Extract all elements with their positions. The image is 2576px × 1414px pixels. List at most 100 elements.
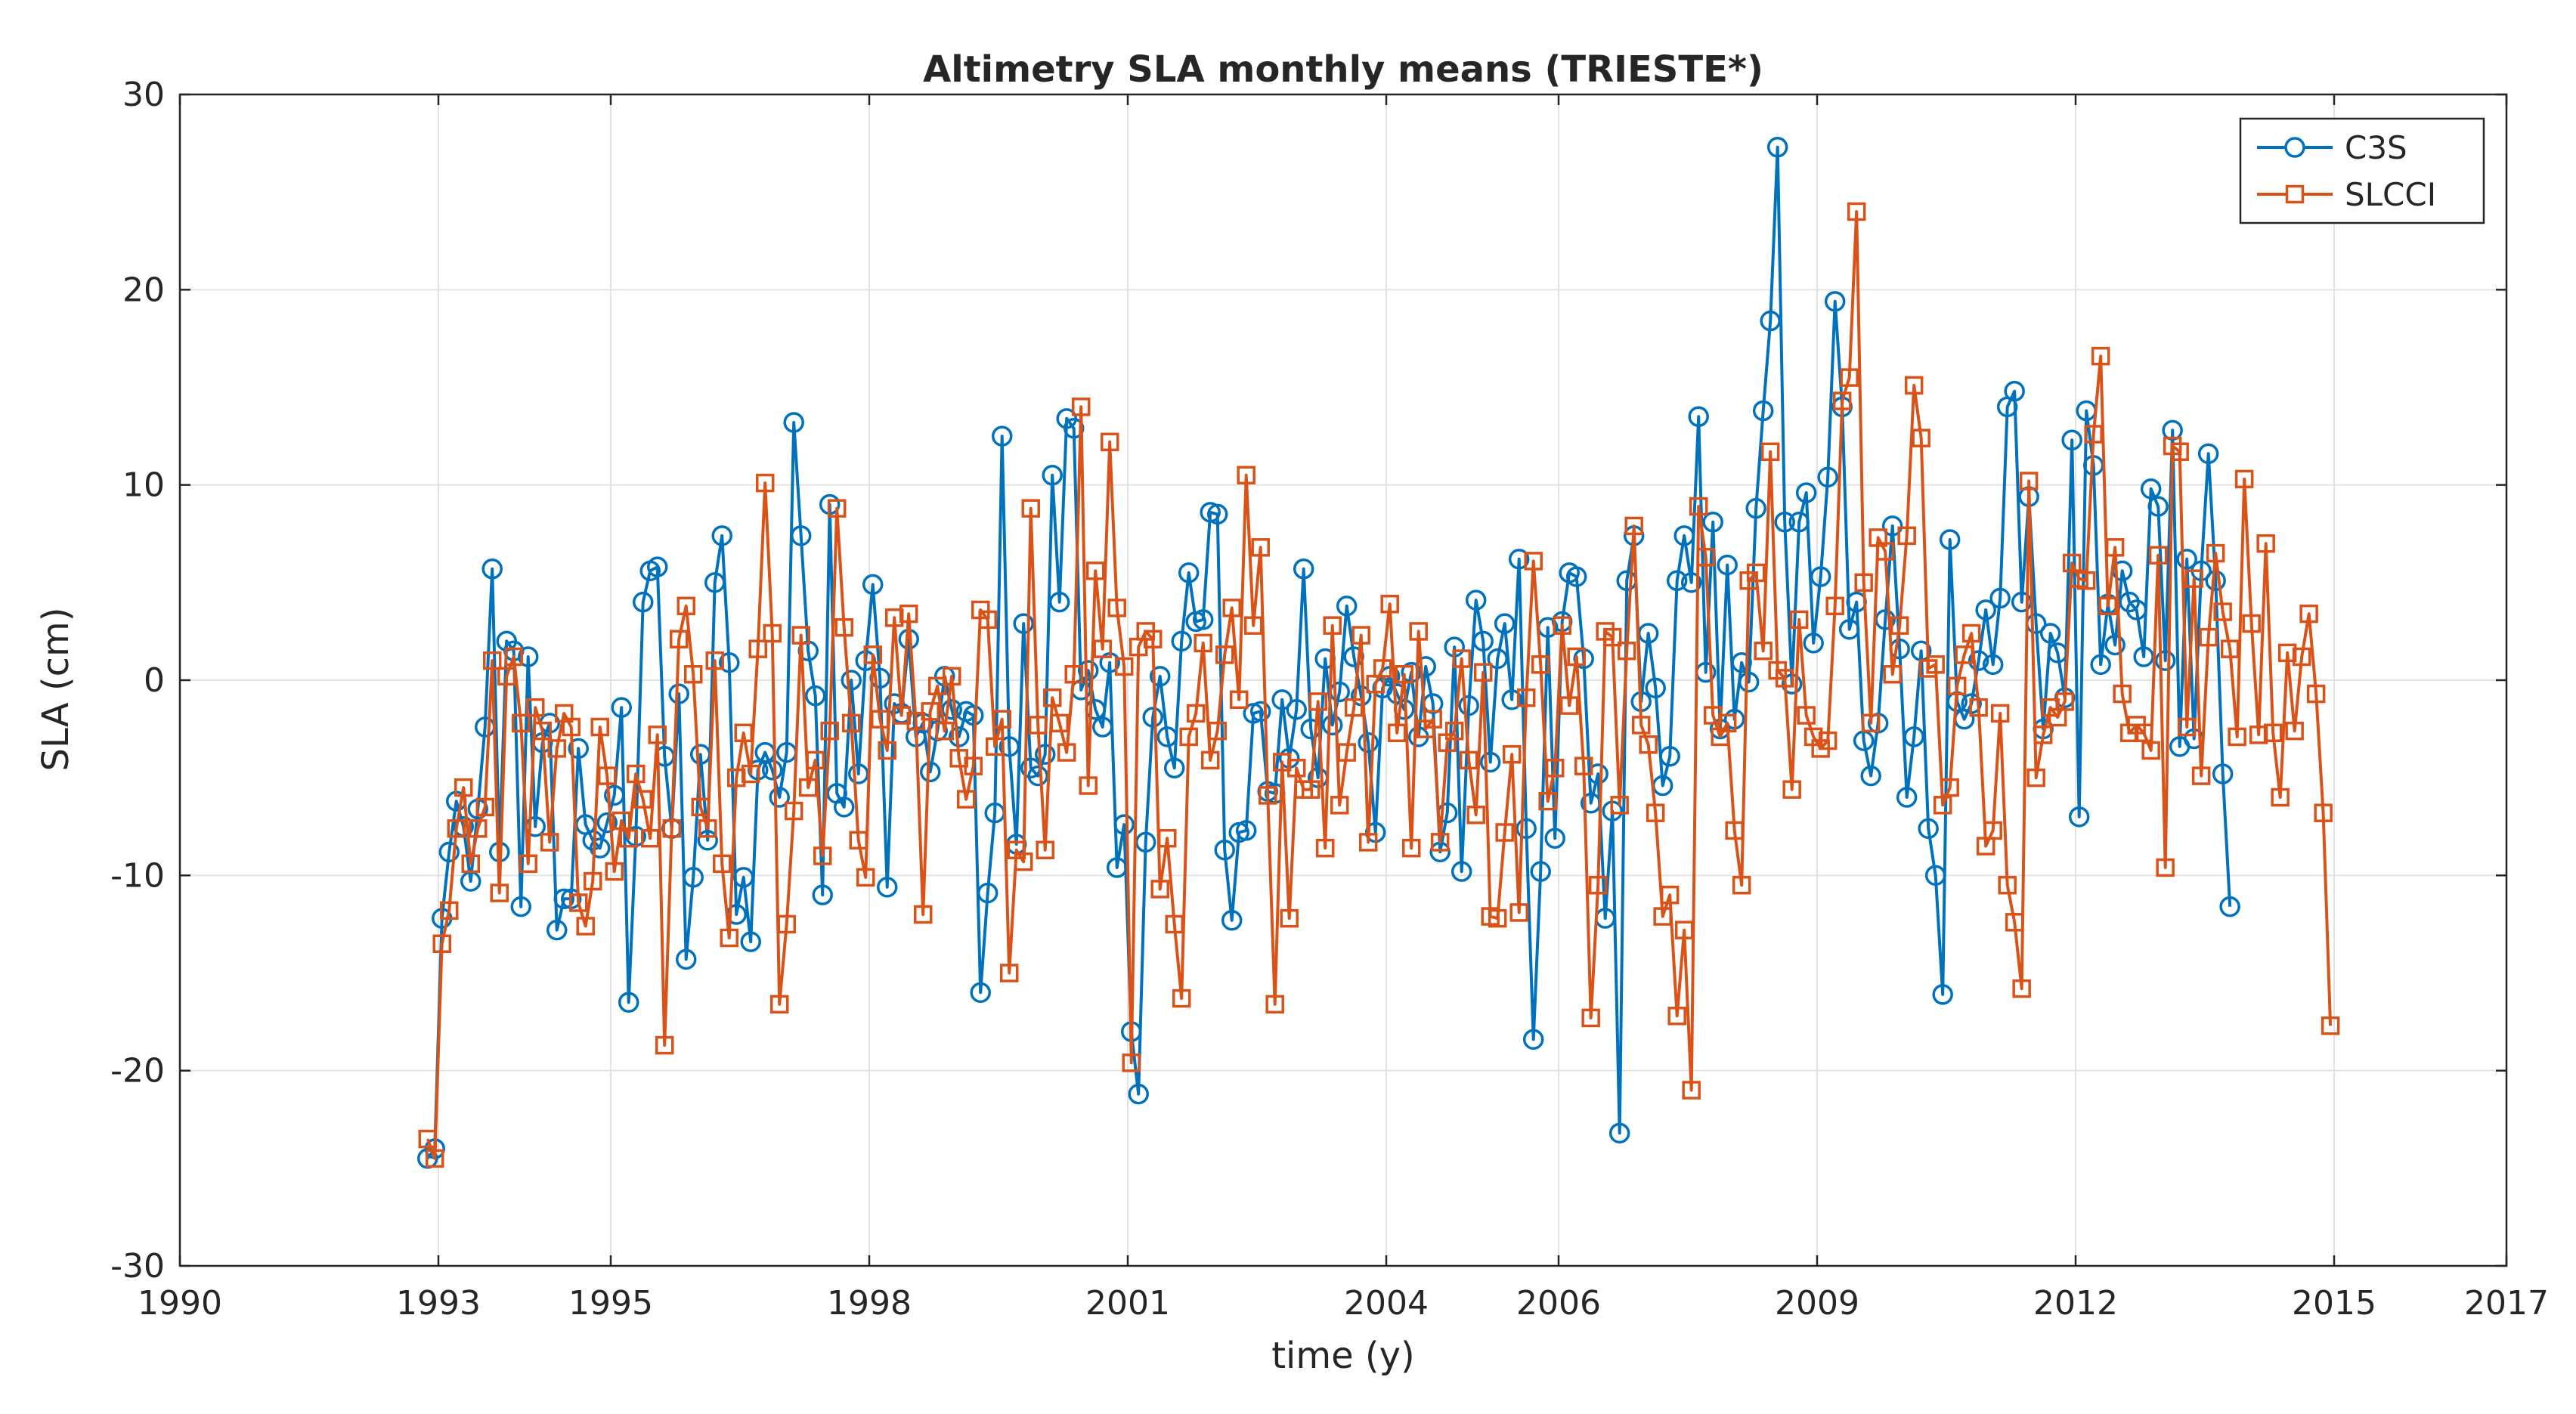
data-point-c3s: [1013, 613, 1034, 634]
data-point-c3s: [1688, 406, 1709, 427]
data-point-slcci: [856, 868, 875, 887]
data-point-c3s: [1142, 707, 1163, 728]
data-point-slcci: [1646, 803, 1665, 822]
data-point-c3s: [2219, 896, 2240, 917]
data-point-slcci: [1301, 780, 1321, 799]
data-point-slcci: [1933, 796, 1952, 815]
data-point-slcci: [964, 757, 983, 775]
data-point-slcci: [454, 778, 473, 797]
data-point-slcci: [1969, 698, 1988, 717]
data-point-slcci: [1286, 759, 1306, 778]
data-point-c3s: [1458, 695, 1479, 716]
data-point-slcci: [683, 665, 703, 684]
data-point-c3s: [1106, 857, 1128, 878]
data-point-c3s: [977, 882, 999, 904]
data-point-c3s: [1803, 633, 1824, 654]
data-point-slcci: [712, 854, 732, 874]
data-point-c3s: [1860, 765, 1881, 787]
data-point-c3s: [1702, 512, 1723, 533]
data-point-c3s: [596, 812, 618, 834]
data-point-slcci: [2191, 766, 2211, 785]
legend: C3S SLCCI: [2239, 117, 2485, 224]
data-point-slcci: [1272, 753, 1292, 772]
data-point-slcci: [841, 713, 861, 733]
data-point-slcci: [2256, 534, 2275, 553]
data-point-slcci: [540, 833, 559, 852]
data-point-slcci: [619, 829, 638, 848]
data-point-slcci: [1237, 466, 1255, 484]
data-point-slcci: [1660, 885, 1680, 905]
data-point-c3s: [1544, 828, 1565, 849]
data-point-slcci: [1114, 657, 1134, 676]
data-point-slcci: [1674, 920, 1694, 939]
data-point-c3s: [2140, 478, 2162, 500]
data-point-slcci: [1050, 713, 1069, 733]
data-point-slcci: [2271, 787, 2290, 807]
data-point-c3s: [1027, 765, 1048, 787]
data-point-c3s: [1192, 609, 1214, 630]
data-point-slcci: [1516, 688, 1536, 707]
data-point-slcci: [511, 713, 531, 733]
data-point-c3s: [732, 867, 754, 888]
data-point-slcci: [1545, 759, 1565, 778]
data-point-c3s: [1293, 558, 1314, 580]
data-point-c3s: [646, 556, 668, 577]
data-point-slcci: [1904, 376, 1924, 395]
data-point-slcci: [1553, 616, 1571, 635]
data-point-c3s: [991, 425, 1013, 447]
data-point-slcci: [562, 717, 581, 737]
data-point-slcci: [1079, 776, 1098, 795]
data-point-slcci: [1395, 665, 1413, 684]
data-point-slcci: [1308, 692, 1327, 711]
data-point-slcci: [1172, 989, 1191, 1008]
data-point-slcci: [2113, 684, 2132, 704]
data-point-c3s: [1989, 587, 2011, 609]
data-point-slcci: [504, 647, 523, 667]
data-point-slcci: [813, 846, 832, 865]
data-point-slcci: [1085, 562, 1105, 580]
data-point-slcci: [2084, 425, 2103, 444]
legend-box: [2239, 117, 2485, 224]
data-point-c3s: [1810, 566, 1831, 587]
data-point-slcci: [2170, 442, 2189, 461]
data-point-slcci: [1574, 757, 1593, 775]
data-point-slcci: [921, 702, 940, 721]
data-point-slcci: [755, 473, 775, 493]
y-tick-label: -30: [110, 1247, 165, 1286]
data-point-slcci: [1064, 665, 1083, 684]
data-point-slcci: [2012, 979, 2031, 998]
data-point-c3s: [1530, 861, 1551, 882]
data-point-slcci: [1444, 721, 1464, 741]
data-point-slcci: [1344, 698, 1364, 717]
data-point-slcci: [2277, 643, 2297, 663]
data-point-c3s: [1271, 689, 1293, 710]
y-axis-label: SLA (cm): [35, 607, 77, 771]
data-point-slcci: [1036, 840, 1054, 859]
data-point-slcci: [1330, 796, 1349, 815]
data-point-c3s: [611, 697, 632, 718]
data-point-slcci: [1926, 655, 1945, 674]
data-point-slcci: [2134, 723, 2153, 742]
data-point-slcci: [1473, 663, 1493, 682]
chart-title: Altimetry SLA monthly means (TRIESTE*): [923, 48, 1763, 91]
x-tick-label: 1993: [396, 1284, 481, 1323]
data-point-c3s: [2104, 634, 2126, 656]
data-point-c3s: [740, 931, 761, 952]
data-point-slcci: [2199, 627, 2218, 647]
data-point-slcci: [2321, 1016, 2340, 1035]
data-point-c3s: [1968, 650, 1989, 671]
data-point-slcci: [1717, 713, 1737, 733]
x-tick-label: 1998: [827, 1284, 912, 1323]
data-point-slcci: [1509, 903, 1528, 922]
x-tick-label: 2006: [1516, 1284, 1601, 1323]
data-point-c3s: [1788, 512, 1810, 533]
data-point-slcci: [2141, 741, 2160, 760]
legend-label-c3s: C3S: [2345, 129, 2407, 166]
data-point-slcci: [490, 883, 509, 902]
data-point-slcci: [1358, 833, 1378, 852]
data-point-slcci: [1229, 690, 1249, 710]
data-point-slcci: [439, 901, 459, 920]
data-point-c3s: [1178, 562, 1200, 583]
tick-layer: 1990 1993 1995 1998 2001 2004 2006 2009 2012 2015…: [110, 76, 2549, 1323]
data-point-c3s: [1472, 630, 1494, 652]
